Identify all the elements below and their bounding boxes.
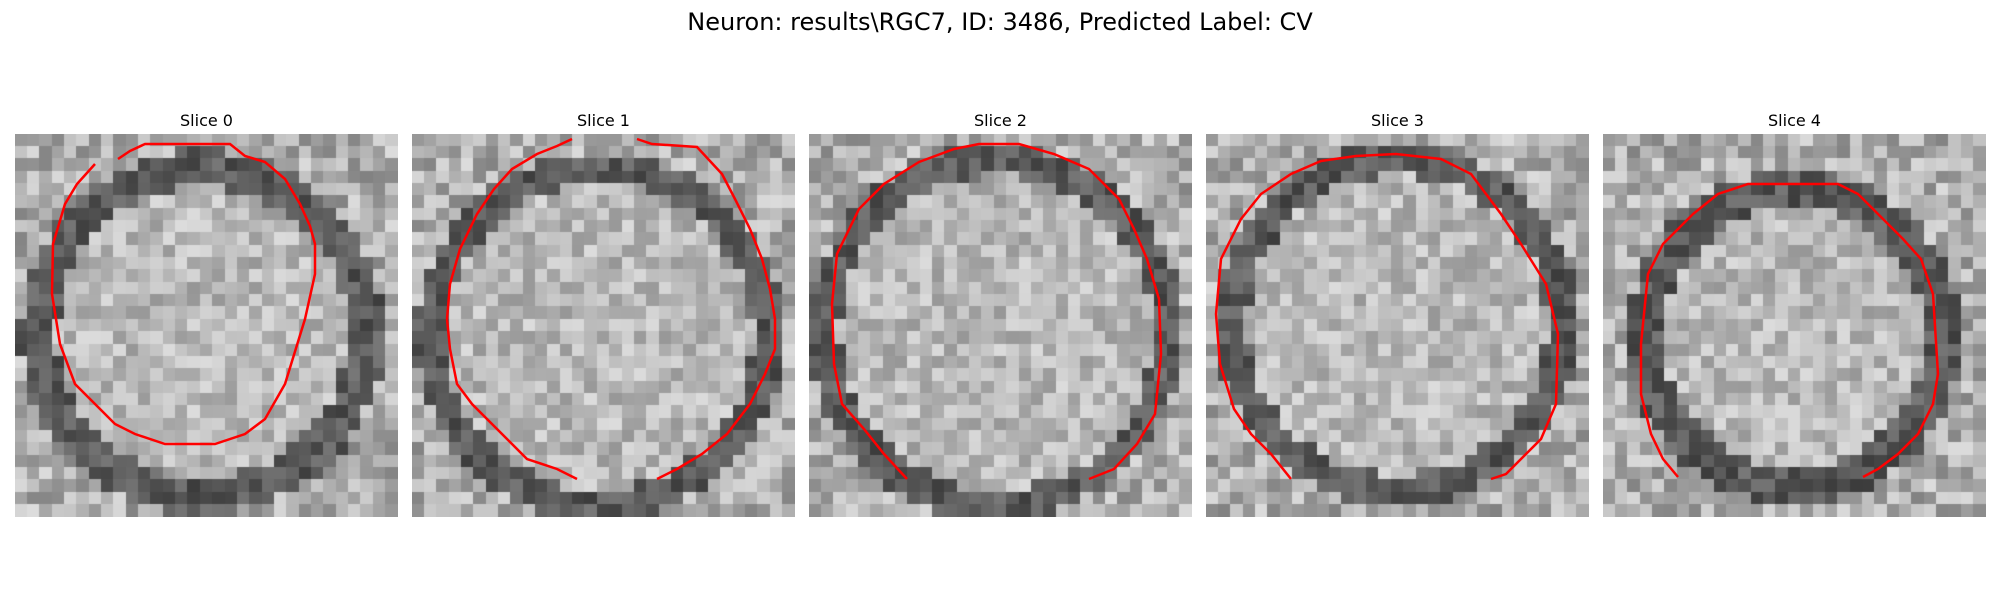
figure-title: Neuron: results\RGC7, ID: 3486, Predicte… [687,8,1313,36]
slice-panel-4: Slice 4 [1603,108,1986,517]
slice-image [412,134,795,517]
slice-panel-2: Slice 2 [809,108,1192,517]
slice-image [809,134,1192,517]
slice-panel-1: Slice 1 [412,108,795,517]
slice-panel-0: Slice 0 [15,108,398,517]
slice-image [1206,134,1589,517]
slice-title: Slice 3 [1371,111,1424,130]
slice-title: Slice 4 [1768,111,1821,130]
slice-panel-3: Slice 3 [1206,108,1589,517]
slice-image [1603,134,1986,517]
slice-image [15,134,398,517]
slice-title: Slice 1 [577,111,630,130]
slice-title: Slice 0 [180,111,233,130]
slice-title: Slice 2 [974,111,1027,130]
